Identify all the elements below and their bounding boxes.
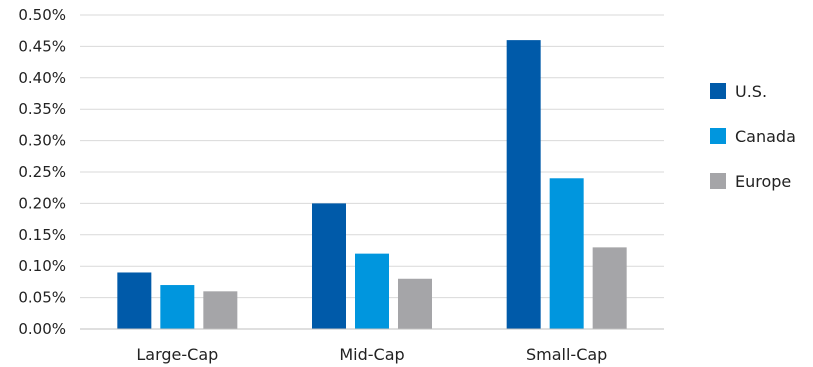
x-category-label: Small-Cap [526, 345, 607, 364]
x-category-label: Mid-Cap [339, 345, 404, 364]
bar-europe-large-cap [203, 291, 238, 329]
y-tick-label: 0.05% [18, 289, 66, 307]
legend: U.S. Canada Europe [710, 82, 796, 191]
bar-europe-small-cap [592, 247, 627, 329]
bar-europe-mid-cap [398, 278, 432, 329]
y-tick-label: 0.10% [18, 257, 66, 275]
y-tick-label: 0.45% [18, 37, 66, 55]
bars [117, 40, 627, 330]
bar-canada-mid-cap [355, 253, 389, 329]
x-category-label: Large-Cap [136, 345, 218, 364]
bar-u-s-mid-cap [312, 203, 346, 329]
legend-swatch [710, 83, 726, 99]
y-tick-label: 0.40% [18, 69, 66, 87]
bar-canada-large-cap [160, 285, 195, 329]
legend-label: Europe [735, 172, 791, 191]
y-tick-label: 0.50% [18, 6, 66, 24]
bar-u-s-large-cap [117, 272, 152, 329]
bar-u-s-small-cap [506, 40, 541, 330]
y-axis-tick-labels: 0.00% 0.05% 0.10% 0.15% 0.20% 0.25% 0.30% 0.35%… [18, 6, 66, 338]
y-tick-label: 0.35% [18, 100, 66, 118]
x-axis-category-labels: Large-Cap Mid-Cap Small-Cap [136, 345, 607, 364]
legend-swatch [710, 128, 726, 144]
y-tick-label: 0.00% [18, 320, 66, 338]
y-tick-label: 0.20% [18, 194, 66, 212]
bar-canada-small-cap [549, 178, 584, 329]
gridlines [80, 14, 664, 299]
y-tick-label: 0.15% [18, 226, 66, 244]
legend-label: Canada [735, 127, 796, 146]
legend-label: U.S. [735, 82, 767, 101]
legend-swatch [710, 173, 726, 189]
y-tick-label: 0.25% [18, 163, 66, 181]
y-tick-label: 0.30% [18, 132, 66, 150]
